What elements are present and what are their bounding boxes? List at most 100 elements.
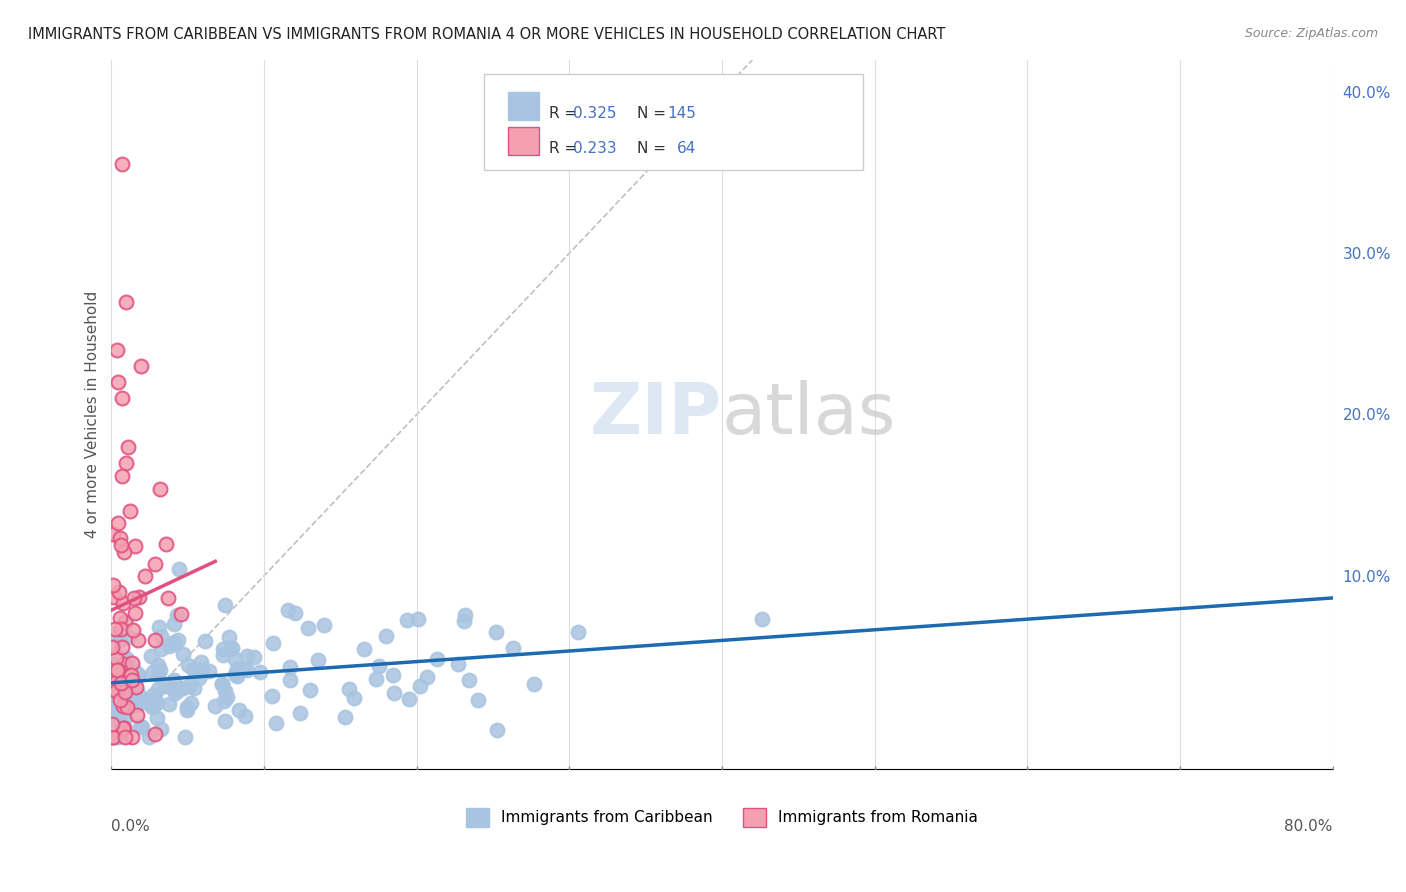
Point	[110, 640, 132, 654]
Point	[127, 686, 149, 700]
Point	[150, 722, 173, 736]
Point	[159, 680, 181, 694]
Text: N =: N =	[637, 106, 671, 120]
Point	[415, 670, 437, 684]
Point	[368, 659, 391, 673]
Point	[146, 696, 169, 710]
Point	[163, 634, 186, 648]
Point	[110, 538, 132, 552]
Point	[101, 716, 124, 731]
Point	[118, 690, 141, 705]
Text: 0.325: 0.325	[574, 106, 617, 120]
Point	[484, 625, 506, 640]
Point	[101, 640, 124, 655]
Text: 0.0%: 0.0%	[111, 819, 150, 834]
Point	[212, 641, 235, 656]
Point	[176, 703, 198, 717]
Point	[114, 294, 136, 309]
Point	[187, 672, 209, 686]
Point	[129, 696, 152, 710]
Point	[567, 624, 589, 639]
Point	[198, 665, 221, 679]
Point	[181, 662, 204, 676]
Point	[224, 667, 246, 681]
Point	[146, 668, 169, 682]
Point	[117, 654, 139, 668]
Point	[111, 469, 134, 483]
FancyBboxPatch shape	[484, 74, 862, 169]
Point	[228, 703, 250, 717]
Point	[115, 651, 138, 665]
Text: atlas: atlas	[723, 380, 897, 449]
Point	[523, 677, 546, 691]
Point	[166, 682, 188, 697]
Point	[104, 651, 127, 665]
Point	[219, 641, 242, 656]
Point	[224, 652, 246, 666]
Point	[264, 715, 287, 730]
Point	[117, 440, 139, 454]
Point	[453, 615, 475, 629]
Point	[142, 688, 165, 702]
Point	[101, 696, 124, 710]
Point	[170, 607, 193, 621]
Point	[148, 620, 170, 634]
Point	[172, 681, 194, 695]
Point	[101, 704, 124, 718]
Point	[218, 630, 240, 644]
Text: R =: R =	[548, 106, 582, 120]
Point	[112, 597, 135, 611]
Point	[104, 684, 127, 698]
Point	[122, 591, 145, 606]
Point	[101, 670, 124, 684]
Point	[118, 631, 141, 645]
Point	[381, 667, 404, 681]
Point	[121, 730, 143, 744]
Point	[353, 642, 375, 657]
Point	[104, 714, 127, 728]
Point	[115, 698, 138, 713]
Point	[299, 683, 322, 698]
Point	[129, 359, 152, 373]
Point	[398, 692, 420, 706]
Point	[278, 659, 301, 673]
Point	[236, 663, 259, 677]
Point	[187, 664, 209, 678]
Point	[364, 672, 387, 686]
Point	[134, 568, 156, 582]
Point	[153, 679, 176, 693]
Point	[105, 663, 128, 677]
Point	[447, 657, 470, 671]
Point	[406, 612, 429, 626]
Point	[127, 632, 149, 647]
Point	[107, 658, 129, 673]
Point	[118, 503, 141, 517]
Point	[262, 636, 284, 650]
Point	[225, 662, 247, 676]
Point	[121, 673, 143, 688]
Point	[110, 622, 132, 636]
Point	[183, 681, 205, 695]
Point	[128, 590, 150, 604]
Point	[121, 656, 143, 670]
Point	[337, 681, 360, 696]
Point	[124, 540, 146, 554]
Point	[150, 629, 173, 643]
Point	[214, 714, 236, 728]
Point	[124, 665, 146, 679]
Text: IMMIGRANTS FROM CARIBBEAN VS IMMIGRANTS FROM ROMANIA 4 OR MORE VEHICLES IN HOUSE: IMMIGRANTS FROM CARIBBEAN VS IMMIGRANTS …	[28, 27, 945, 42]
Point	[177, 658, 200, 673]
Point	[467, 693, 489, 707]
Point	[101, 730, 124, 744]
Point	[297, 621, 319, 635]
Point	[143, 557, 166, 571]
Point	[103, 648, 125, 663]
Point	[214, 598, 236, 612]
Point	[139, 648, 162, 663]
Point	[458, 673, 481, 688]
Point	[226, 669, 249, 683]
Point	[104, 622, 127, 636]
Point	[236, 649, 259, 664]
Point	[124, 698, 146, 713]
Point	[104, 659, 127, 673]
